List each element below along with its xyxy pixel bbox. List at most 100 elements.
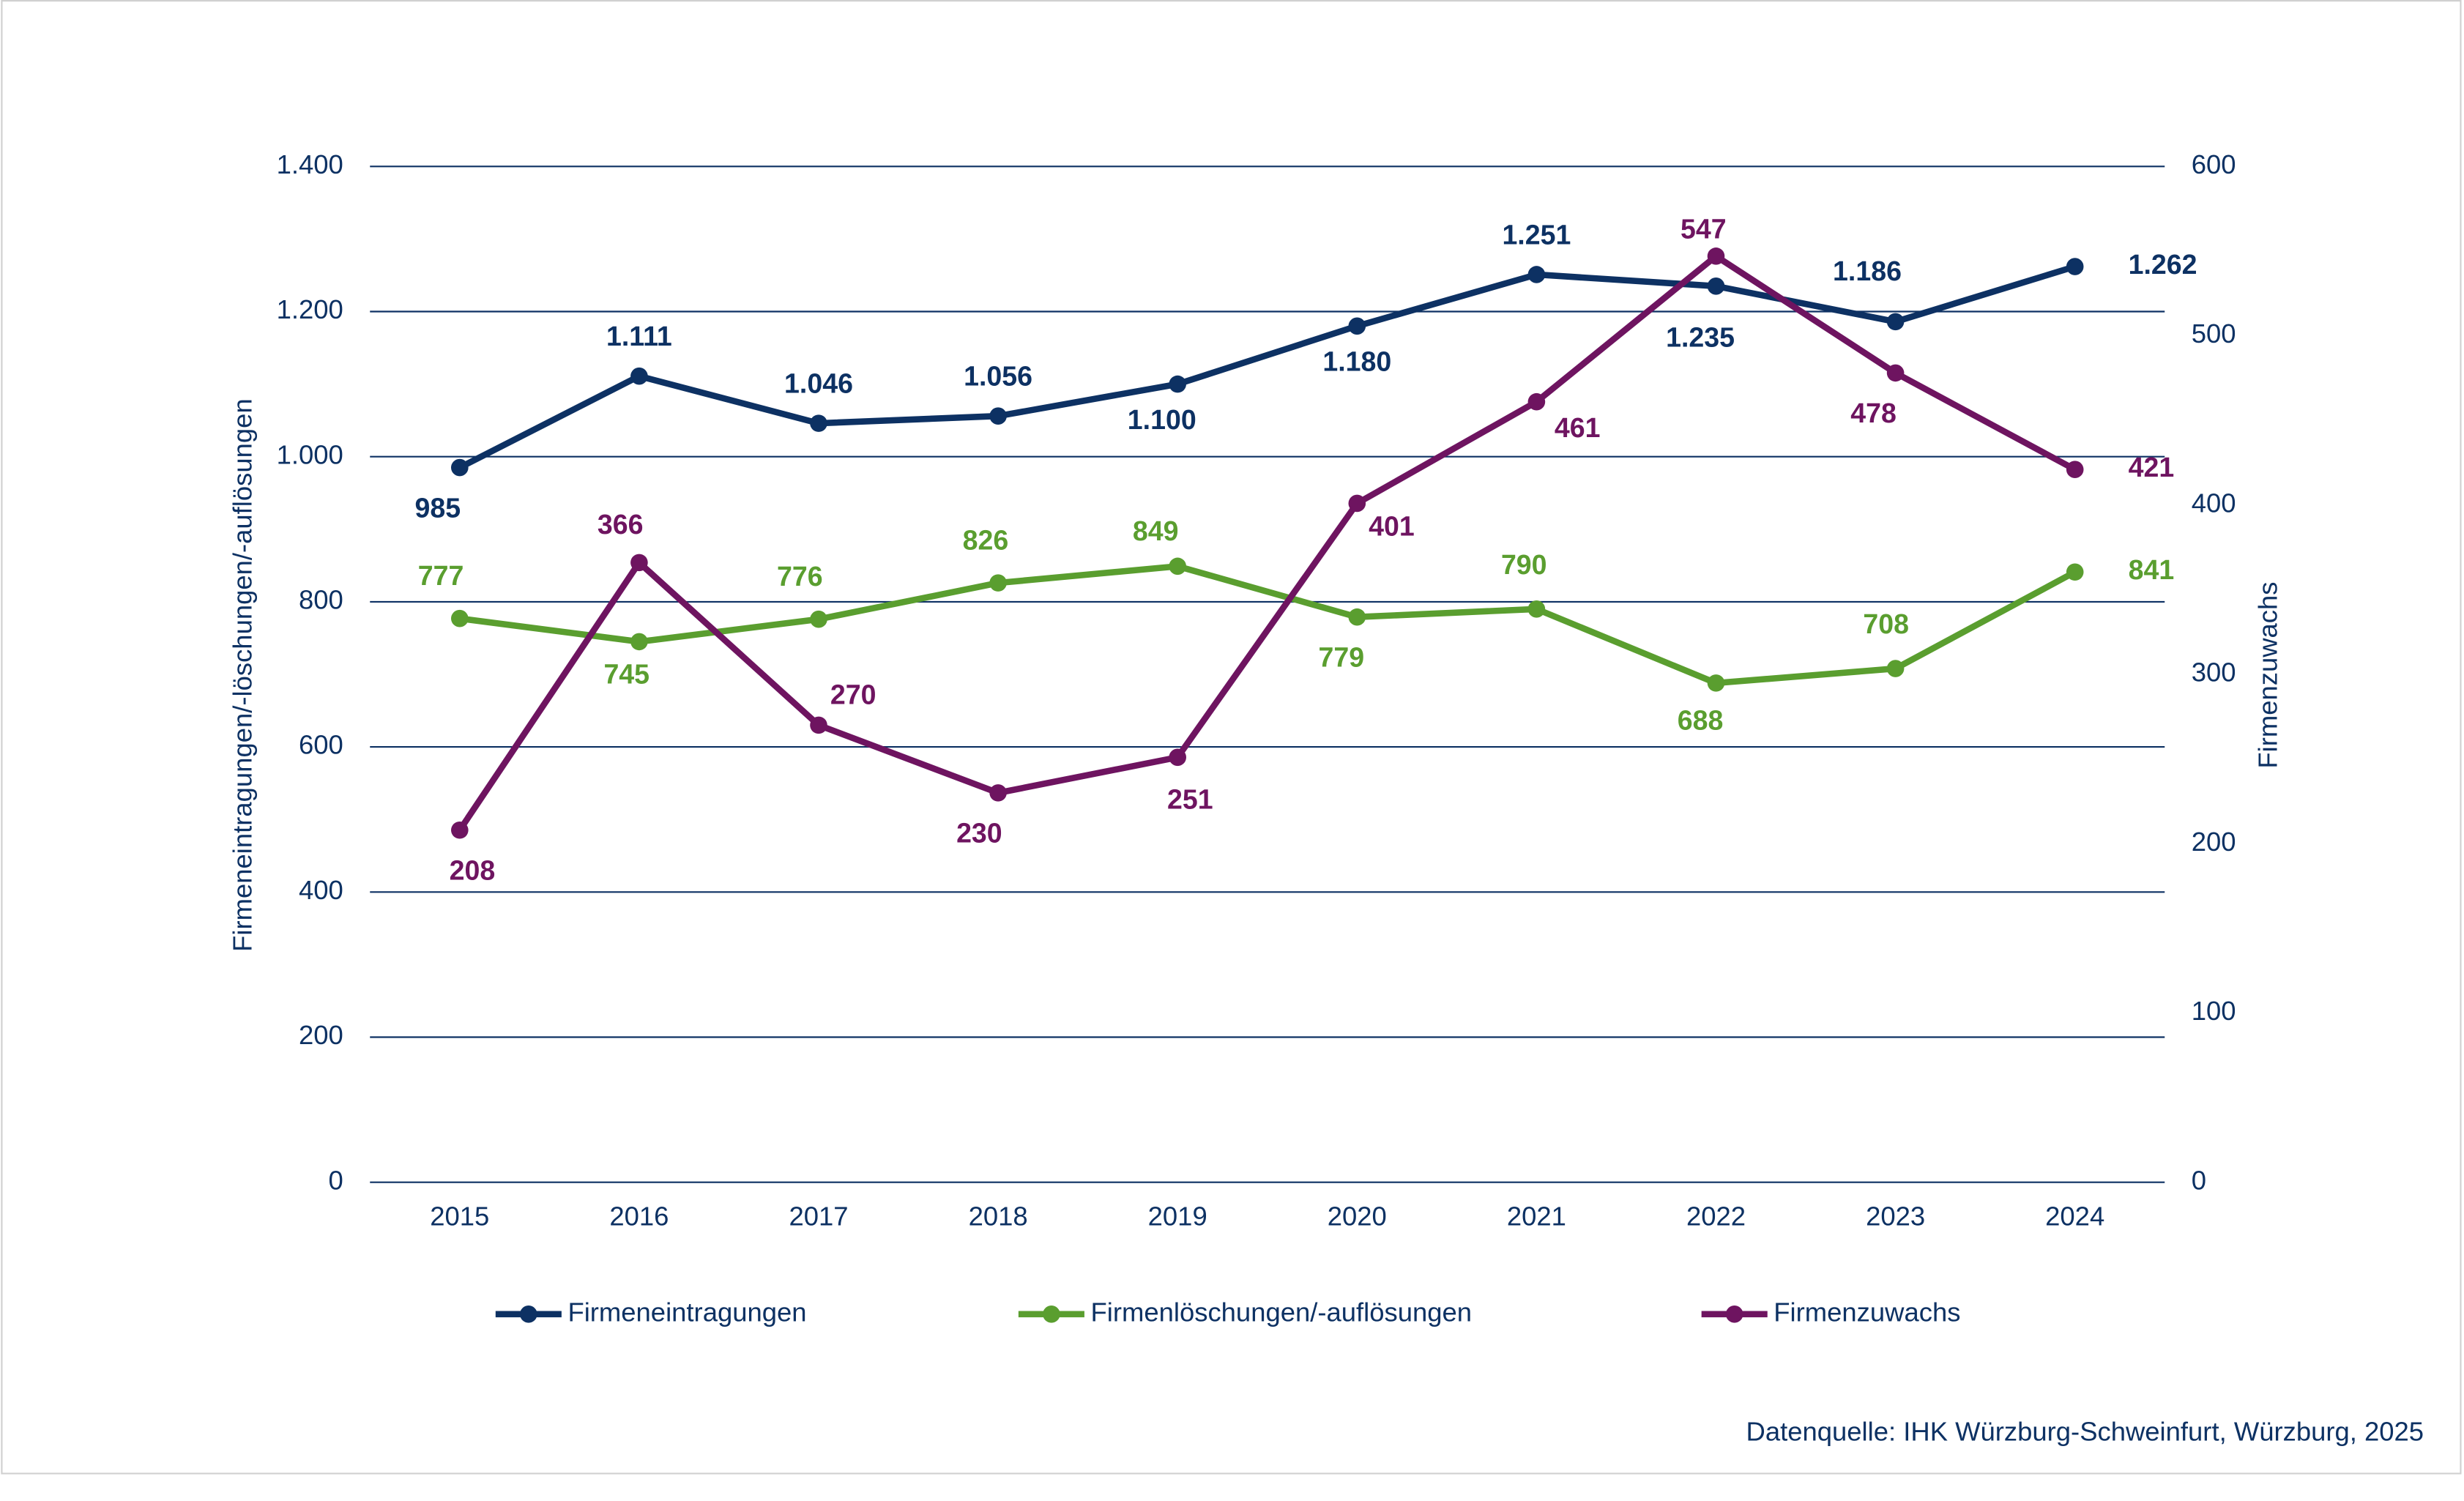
point [630, 633, 648, 651]
data-label: 790 [1501, 549, 1547, 580]
point [989, 407, 1007, 425]
point [451, 458, 469, 477]
legend-dot [520, 1306, 537, 1323]
data-label: 849 [1133, 515, 1179, 546]
y2-tick-label: 200 [2192, 827, 2236, 857]
point [451, 609, 469, 627]
y-tick-label: 200 [299, 1020, 343, 1050]
point [1707, 278, 1725, 295]
y-tick-label: 1.200 [277, 294, 343, 324]
point [630, 554, 648, 572]
x-tick-label: 2018 [969, 1202, 1028, 1232]
data-label: 1.046 [784, 368, 853, 399]
point [2066, 258, 2084, 275]
y2-tick-label: 300 [2192, 658, 2236, 688]
x-tick-label: 2024 [2045, 1202, 2104, 1232]
data-label: 366 [598, 509, 644, 540]
data-label: 1.111 [606, 321, 672, 351]
data-label: 1.235 [1666, 322, 1735, 353]
data-label: 708 [1863, 608, 1909, 639]
data-label: 841 [2129, 554, 2175, 585]
y-tick-label: 400 [299, 875, 343, 905]
source: Datenquelle: IHK Würzburg-Schweinfurt, W… [1746, 1416, 2424, 1446]
data-label: 421 [2129, 452, 2175, 483]
data-label: 777 [418, 560, 464, 591]
legend-dot [1043, 1306, 1060, 1323]
data-label: 251 [1167, 783, 1213, 814]
x-tick-label: 2021 [1507, 1202, 1566, 1232]
y-tick-label: 800 [299, 585, 343, 615]
x-tick-label: 2015 [430, 1202, 489, 1232]
y-tick-label: 600 [299, 730, 343, 760]
point [1169, 557, 1186, 576]
data-label: 1.186 [1833, 256, 1902, 286]
y2-tick-label: 400 [2192, 488, 2236, 518]
point [989, 784, 1007, 802]
legend-label: Firmenzuwachs [1773, 1297, 1960, 1327]
point [1886, 313, 1905, 331]
point [1169, 748, 1186, 767]
data-label: 776 [777, 561, 823, 592]
legend-dot [1725, 1306, 1743, 1323]
point [630, 367, 648, 385]
point [810, 414, 827, 432]
y2-tick-label: 0 [2192, 1165, 2206, 1195]
point [989, 574, 1007, 592]
point [1707, 674, 1725, 692]
y2-tick-label: 500 [2192, 319, 2236, 349]
data-label: 401 [1369, 511, 1415, 542]
y2-tick-label: 100 [2192, 996, 2236, 1026]
series-line [459, 563, 2077, 687]
y2-axis-title: Firmenzuwachs [2253, 582, 2283, 769]
point [810, 716, 827, 734]
point [1527, 266, 1546, 283]
y2-tick-label: 600 [2192, 149, 2236, 179]
data-label: 478 [1850, 398, 1897, 428]
legend-label: Firmenlöschungen/-auflösungen [1091, 1297, 1473, 1327]
data-label: 270 [830, 679, 876, 710]
data-label: 547 [1680, 213, 1727, 244]
x-tick-label: 2022 [1686, 1202, 1746, 1232]
x-tick-label: 2017 [789, 1202, 848, 1232]
data-label: 779 [1319, 642, 1365, 673]
point [2066, 563, 2084, 581]
data-label: 985 [414, 492, 461, 523]
series-line [457, 253, 2077, 833]
data-label: 1.251 [1502, 219, 1571, 250]
point [451, 821, 469, 839]
point [1886, 660, 1905, 677]
series-line [458, 263, 2076, 471]
data-label: 461 [1555, 412, 1601, 443]
point [2066, 461, 2084, 479]
x-tick-label: 2019 [1148, 1202, 1207, 1232]
data-label: 1.180 [1322, 346, 1391, 377]
point [1348, 608, 1366, 626]
point [1348, 494, 1366, 513]
point [1169, 375, 1186, 393]
data-label: 1.100 [1128, 404, 1196, 435]
y-axis-title: Firmeneintragungen/-löschungen/-auflösun… [227, 398, 257, 952]
data-label: 745 [603, 658, 650, 689]
point [1707, 247, 1725, 265]
x-tick-label: 2016 [609, 1202, 669, 1232]
data-label: 230 [956, 818, 1002, 849]
point [1527, 600, 1546, 618]
point [1886, 364, 1905, 382]
data-label: 1.262 [2129, 249, 2197, 280]
y-tick-label: 0 [329, 1165, 343, 1195]
y-tick-label: 1.400 [277, 149, 343, 179]
point [810, 610, 827, 628]
x-tick-label: 2023 [1866, 1202, 1925, 1232]
point [1527, 392, 1546, 411]
y-tick-label: 1.000 [277, 439, 343, 469]
x-tick-label: 2020 [1328, 1202, 1387, 1232]
data-label: 826 [963, 524, 1009, 555]
point [1348, 317, 1366, 335]
data-label: 208 [450, 855, 496, 886]
legend-label: Firmeneintragungen [567, 1297, 806, 1327]
data-label: 688 [1678, 704, 1724, 735]
data-label: 1.056 [964, 361, 1032, 392]
